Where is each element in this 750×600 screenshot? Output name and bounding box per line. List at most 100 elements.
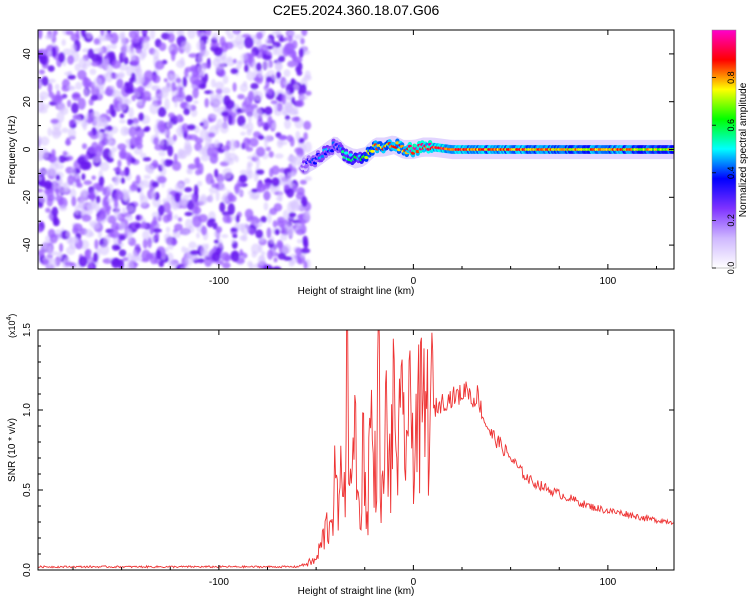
noise-blob — [116, 78, 124, 89]
noise-blob — [188, 134, 198, 141]
noise-blob — [183, 108, 190, 116]
noise-blob — [180, 196, 185, 206]
noise-blob — [241, 106, 246, 112]
noise-blob — [98, 211, 107, 220]
noise-blob — [42, 259, 49, 265]
noise-blob — [71, 91, 81, 101]
noise-blob — [265, 146, 271, 152]
noise-blob — [225, 99, 235, 110]
noise-blob — [87, 112, 92, 125]
noise-blob — [151, 85, 158, 91]
noise-blob — [88, 98, 94, 106]
noise-blob — [249, 194, 259, 200]
noise-blob — [114, 190, 124, 201]
noise-blob — [199, 128, 209, 141]
noise-blob — [234, 34, 244, 45]
noise-blob — [40, 136, 50, 146]
noise-blob — [167, 144, 174, 157]
noise-blob — [165, 30, 176, 34]
noise-blob — [239, 83, 248, 93]
noise-blob — [172, 134, 177, 142]
noise-blob — [45, 188, 54, 198]
noise-blob — [273, 101, 278, 114]
noise-blob — [52, 214, 58, 225]
noise-blob — [153, 137, 159, 146]
noise-blob — [196, 180, 203, 187]
noise-blob — [93, 77, 103, 89]
noise-blob — [293, 34, 304, 40]
noise-blob — [95, 195, 101, 204]
noise-blob — [213, 47, 223, 57]
noise-blob — [220, 252, 230, 262]
noise-blob — [72, 114, 81, 120]
noise-blob — [239, 169, 249, 175]
noise-blob — [135, 128, 145, 139]
noise-blob — [144, 184, 150, 188]
noise-blob — [267, 211, 272, 224]
noise-blob — [103, 234, 111, 246]
noise-blob — [303, 260, 308, 269]
noise-blob — [288, 108, 298, 116]
noise-blob — [296, 69, 303, 76]
noise-blob — [190, 254, 200, 261]
colorbar-gradient — [712, 30, 736, 268]
snr-axes: -100 0 100 0.0 0.5 1.0 1.5 — [22, 323, 674, 588]
noise-blob — [210, 42, 220, 48]
noise-blob — [117, 101, 127, 111]
noise-blob — [222, 262, 231, 269]
noise-blob — [286, 187, 295, 198]
noise-blob — [112, 89, 122, 99]
y-tick-label: 0.0 — [22, 563, 33, 577]
noise-blob — [280, 76, 287, 89]
noise-blob — [222, 75, 229, 85]
noise-blob — [136, 187, 142, 193]
noise-blob — [113, 175, 122, 184]
noise-blob — [174, 192, 181, 203]
noise-blob — [162, 201, 171, 213]
noise-blob — [92, 156, 102, 163]
noise-blob — [99, 244, 110, 256]
noise-blob — [84, 153, 90, 162]
noise-blob — [166, 214, 173, 222]
noise-blob — [198, 214, 208, 223]
noise-blob — [144, 126, 151, 132]
noise-blob — [249, 262, 254, 269]
noise-blob — [115, 73, 120, 79]
noise-blob — [241, 234, 248, 242]
noise-blob — [93, 252, 99, 263]
noise-blob — [126, 205, 135, 213]
noise-blob — [171, 161, 182, 171]
noise-blob — [291, 50, 297, 61]
noise-blob — [130, 51, 136, 61]
noise-blob — [158, 150, 166, 157]
noise-blob — [301, 30, 308, 37]
noise-blob — [277, 252, 287, 260]
noise-blob — [41, 76, 49, 87]
noise-blob — [288, 253, 298, 265]
noise-blob — [177, 217, 183, 222]
noise-blob — [215, 88, 223, 95]
colorbar-tick-label: 0.2 — [726, 214, 736, 227]
noise-blob — [234, 183, 240, 194]
noise-blob — [251, 188, 259, 193]
noise-blob — [94, 145, 103, 158]
noise-blob — [166, 159, 174, 165]
noise-blob — [305, 90, 312, 96]
noise-blob — [244, 104, 255, 115]
y-tick-label: 20 — [22, 96, 33, 108]
noise-blob — [269, 207, 278, 215]
noise-blob — [201, 225, 207, 236]
noise-blob — [235, 214, 240, 223]
noise-blob — [126, 81, 134, 92]
noise-blob — [269, 236, 275, 244]
noise-blob — [71, 165, 76, 176]
noise-blob — [91, 175, 96, 180]
noise-blob — [158, 260, 165, 268]
noise-blob — [211, 147, 219, 158]
noise-blob — [88, 220, 98, 227]
noise-blob — [174, 96, 178, 108]
spectrogram-axes: -100 0 100 -40 -20 0 20 40 — [22, 29, 674, 287]
noise-blob — [204, 73, 209, 83]
signal-ridge — [300, 135, 674, 175]
noise-blob — [88, 146, 97, 154]
